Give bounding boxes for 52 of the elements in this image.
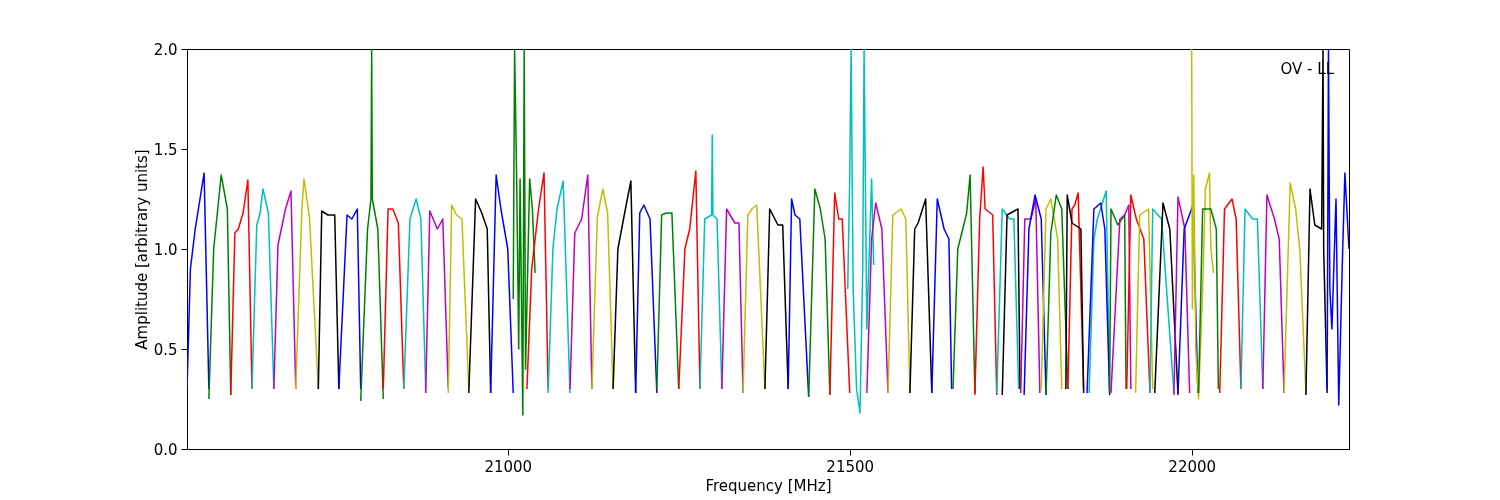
- line-series: [829, 192, 851, 396]
- line-series: [591, 188, 614, 390]
- y-tick-label: 2.0: [153, 40, 178, 59]
- line-series: [208, 174, 232, 400]
- line-series: [251, 188, 275, 390]
- line-series: [887, 208, 911, 394]
- line-series: [1045, 194, 1069, 396]
- y-axis-title: Amplitude [arbitrary units]: [132, 149, 151, 350]
- line-series: [974, 166, 998, 396]
- line-series: [1190, 49, 1215, 400]
- line-series: [1197, 208, 1220, 394]
- line-series: [699, 134, 723, 390]
- line-series: [424, 210, 450, 394]
- line-series: [807, 188, 831, 398]
- line-series: [338, 208, 362, 390]
- line-series: [678, 170, 701, 390]
- line-series: [1173, 196, 1191, 396]
- line-series: [569, 174, 593, 390]
- line-series: [634, 204, 658, 394]
- y-tick-label: 1.5: [153, 140, 178, 159]
- x-tick-label: 22000: [1168, 457, 1217, 476]
- line-series: [447, 204, 470, 394]
- line-series: [468, 198, 492, 394]
- line-series: [273, 190, 297, 390]
- line-series: [187, 172, 210, 390]
- line-series: [1023, 194, 1047, 396]
- line-series: [996, 208, 1020, 394]
- line-series: [846, 49, 875, 414]
- line-series: [526, 172, 549, 390]
- line-series: [512, 49, 536, 416]
- line-series: [295, 178, 320, 390]
- line-series: [909, 198, 933, 394]
- line-series: [547, 180, 571, 394]
- line-series: [1283, 182, 1307, 394]
- line-series: [1218, 198, 1242, 394]
- y-tick-label: 0.5: [153, 340, 178, 359]
- line-series: [1040, 198, 1063, 390]
- x-tick-label: 21000: [484, 457, 533, 476]
- x-tick-label: 21500: [826, 457, 875, 476]
- x-axis-title: Frequency [MHz]: [705, 476, 832, 495]
- line-series: [489, 174, 514, 394]
- line-series: [1108, 208, 1127, 394]
- line-series: [742, 204, 766, 394]
- y-tick-label: 1.0: [153, 240, 178, 259]
- line-series: [1001, 208, 1021, 396]
- line-series: [359, 49, 385, 402]
- line-series: [866, 202, 889, 394]
- line-series: [931, 198, 953, 394]
- y-tick-label: 0.0: [153, 440, 178, 459]
- line-series: [230, 179, 253, 396]
- line-series: [1154, 202, 1179, 396]
- line-series: [1134, 208, 1154, 394]
